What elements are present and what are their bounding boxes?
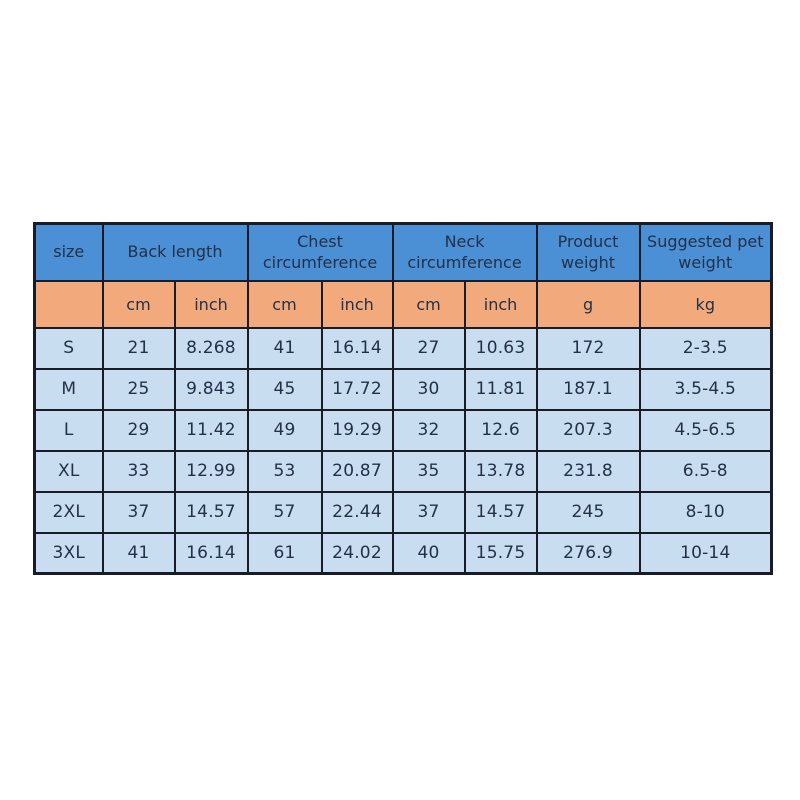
col-header-chest-circumference: Chest circumference bbox=[246, 222, 394, 282]
value-cell: 57 bbox=[246, 490, 323, 534]
size-chart-table: size Back length Chest circumference Nec… bbox=[33, 222, 774, 575]
value-cell: 11.42 bbox=[173, 408, 249, 452]
value-cell: 9.843 bbox=[173, 367, 249, 411]
value-cell: 10.63 bbox=[463, 326, 538, 370]
unit-cell-inch-6: inch bbox=[463, 279, 538, 329]
table-row: S 21 8.268 41 16.14 27 10.63 172 2-3.5 bbox=[33, 326, 773, 370]
unit-cell-inch-2: inch bbox=[173, 279, 249, 329]
value-cell: 27 bbox=[391, 326, 466, 370]
col-header-neck-circumference: Neck circumference bbox=[391, 222, 538, 282]
size-label-cell: S bbox=[33, 326, 104, 370]
col-header-back-length: Back length bbox=[101, 222, 249, 282]
unit-cell-empty bbox=[33, 279, 104, 329]
table-row: M 25 9.843 45 17.72 30 11.81 187.1 3.5-4.5 bbox=[33, 367, 773, 411]
value-cell: 172 bbox=[535, 326, 641, 370]
value-cell: 12.99 bbox=[173, 449, 249, 493]
value-cell: 8.268 bbox=[173, 326, 249, 370]
value-cell: 37 bbox=[101, 490, 176, 534]
size-label-cell: 3XL bbox=[33, 531, 104, 575]
value-cell: 276.9 bbox=[535, 531, 641, 575]
unit-cell-kg-8: kg bbox=[638, 279, 773, 329]
value-cell: 17.72 bbox=[320, 367, 394, 411]
value-cell: 12.6 bbox=[463, 408, 538, 452]
value-cell: 20.87 bbox=[320, 449, 394, 493]
value-cell: 41 bbox=[101, 531, 176, 575]
value-cell: 22.44 bbox=[320, 490, 394, 534]
value-cell: 33 bbox=[101, 449, 176, 493]
value-cell: 25 bbox=[101, 367, 176, 411]
value-cell: 53 bbox=[246, 449, 323, 493]
table-row: 3XL 41 16.14 61 24.02 40 15.75 276.9 10-14 bbox=[33, 531, 773, 575]
header-row: size Back length Chest circumference Nec… bbox=[33, 222, 773, 282]
size-table-body: S 21 8.268 41 16.14 27 10.63 172 2-3.5 M 25 9.843 45… bbox=[33, 326, 773, 575]
value-cell: 2-3.5 bbox=[638, 326, 773, 370]
value-cell: 35 bbox=[391, 449, 466, 493]
value-cell: 49 bbox=[246, 408, 323, 452]
size-label-cell: L bbox=[33, 408, 104, 452]
value-cell: 16.14 bbox=[173, 531, 249, 575]
value-cell: 14.57 bbox=[463, 490, 538, 534]
col-header-product-weight: Product weight bbox=[535, 222, 641, 282]
value-cell: 231.8 bbox=[535, 449, 641, 493]
value-cell: 15.75 bbox=[463, 531, 538, 575]
value-cell: 4.5-6.5 bbox=[638, 408, 773, 452]
value-cell: 37 bbox=[391, 490, 466, 534]
size-label-cell: 2XL bbox=[33, 490, 104, 534]
value-cell: 8-10 bbox=[638, 490, 773, 534]
value-cell: 14.57 bbox=[173, 490, 249, 534]
unit-cell-cm-5: cm bbox=[391, 279, 466, 329]
unit-cell-inch-4: inch bbox=[320, 279, 394, 329]
value-cell: 16.14 bbox=[320, 326, 394, 370]
value-cell: 245 bbox=[535, 490, 641, 534]
value-cell: 29 bbox=[101, 408, 176, 452]
value-cell: 13.78 bbox=[463, 449, 538, 493]
size-label-cell: M bbox=[33, 367, 104, 411]
unit-cell-g-7: g bbox=[535, 279, 641, 329]
value-cell: 187.1 bbox=[535, 367, 641, 411]
value-cell: 10-14 bbox=[638, 531, 773, 575]
unit-cell-cm-3: cm bbox=[246, 279, 323, 329]
table-row: XL 33 12.99 53 20.87 35 13.78 231.8 6.5-8 bbox=[33, 449, 773, 493]
value-cell: 6.5-8 bbox=[638, 449, 773, 493]
value-cell: 21 bbox=[101, 326, 176, 370]
value-cell: 11.81 bbox=[463, 367, 538, 411]
size-label-cell: XL bbox=[33, 449, 104, 493]
value-cell: 3.5-4.5 bbox=[638, 367, 773, 411]
col-header-suggested-pet-weight: Suggested pet weight bbox=[638, 222, 773, 282]
value-cell: 19.29 bbox=[320, 408, 394, 452]
value-cell: 41 bbox=[246, 326, 323, 370]
table-row: 2XL 37 14.57 57 22.44 37 14.57 245 8-10 bbox=[33, 490, 773, 534]
value-cell: 207.3 bbox=[535, 408, 641, 452]
value-cell: 32 bbox=[391, 408, 466, 452]
table-row: L 29 11.42 49 19.29 32 12.6 207.3 4.5-6.5 bbox=[33, 408, 773, 452]
value-cell: 30 bbox=[391, 367, 466, 411]
unit-row: cm inch cm inch cm inch g kg bbox=[33, 279, 773, 329]
unit-cell-cm-1: cm bbox=[101, 279, 176, 329]
value-cell: 45 bbox=[246, 367, 323, 411]
value-cell: 61 bbox=[246, 531, 323, 575]
col-header-size: size bbox=[33, 222, 104, 282]
value-cell: 24.02 bbox=[320, 531, 394, 575]
value-cell: 40 bbox=[391, 531, 466, 575]
